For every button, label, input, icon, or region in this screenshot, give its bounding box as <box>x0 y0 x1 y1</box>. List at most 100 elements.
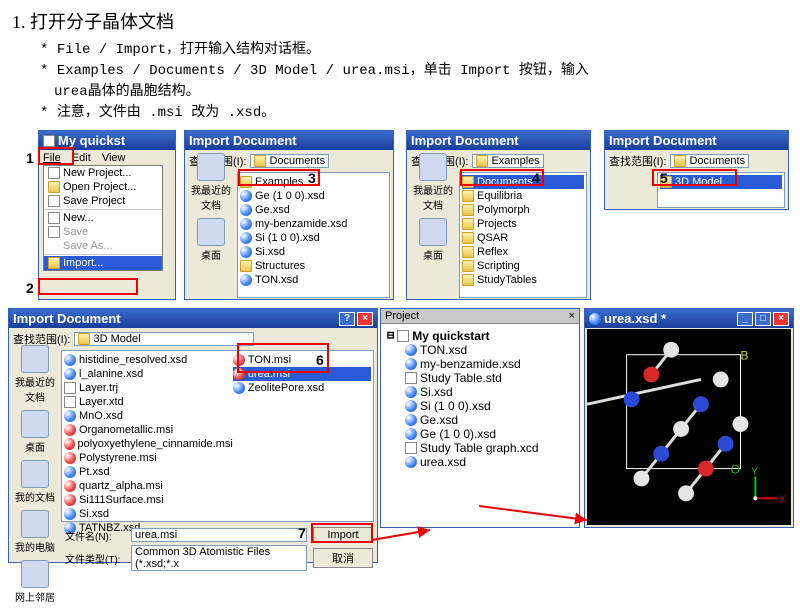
import-dialog-3: Import Document 查找范围(I):Examples 我最近的文档 … <box>406 130 591 300</box>
file-item[interactable]: histidine_resolved.xsd <box>64 353 233 367</box>
file-item[interactable]: MnO.xsd <box>64 409 233 423</box>
axis-b-label: B <box>740 349 748 363</box>
file-item[interactable]: StudyTables <box>462 273 584 287</box>
step-1-label: 1 <box>26 150 34 166</box>
highlight-import-button <box>311 523 373 543</box>
file-item[interactable]: Equilibria <box>462 189 584 203</box>
close-icon[interactable]: × <box>569 310 575 322</box>
file-item[interactable]: polyoxyethylene_cinnamide.msi <box>64 437 233 451</box>
menu-item-open-project[interactable]: Open Project... <box>44 180 162 194</box>
app-icon <box>43 135 55 147</box>
step-4-label: 4 <box>532 170 540 186</box>
file-menu-dropdown: New Project... Open Project... Save Proj… <box>43 165 163 271</box>
filetype-combo[interactable]: Common 3D Atomistic Files (*.xsd;*.x <box>131 545 307 571</box>
maximize-button[interactable]: □ <box>755 312 771 326</box>
file-item[interactable]: ZeolitePore.xsd <box>233 381 371 395</box>
bullet-list: File / Import，打开输入结构对话框。 Examples / Docu… <box>40 40 788 124</box>
recent-icon[interactable] <box>21 345 49 373</box>
tree-item[interactable]: Si.xsd <box>405 385 573 399</box>
tree-item[interactable]: Si (1 0 0).xsd <box>405 399 573 413</box>
look-in-combo[interactable]: 3D Model <box>74 332 254 346</box>
file-item[interactable]: Si.xsd <box>64 507 233 521</box>
menu-item-new[interactable]: New... <box>44 211 162 225</box>
project-tree[interactable]: ⊟My quickstart TON.xsd my-benzamide.xsd … <box>381 324 579 473</box>
tree-item[interactable]: Ge.xsd <box>405 413 573 427</box>
menu-edit[interactable]: Edit <box>72 152 91 164</box>
titlebar: Import Document <box>407 131 590 150</box>
file-item[interactable]: Ge (1 0 0).xsd <box>240 189 387 203</box>
desktop-icon[interactable] <box>21 410 49 438</box>
step-5-label: 5 <box>660 170 668 186</box>
look-in-combo[interactable]: Examples <box>472 154 543 168</box>
file-item[interactable]: Structures <box>240 259 387 273</box>
heading: 1. 打开分子晶体文档 <box>12 8 788 34</box>
help-button[interactable]: ? <box>339 312 355 326</box>
file-item[interactable]: Polystyrene.msi <box>64 451 233 465</box>
titlebar: Import Document <box>185 131 393 150</box>
step-3-label: 3 <box>308 170 316 186</box>
close-button[interactable]: × <box>357 312 373 326</box>
file-item[interactable]: Si (1 0 0).xsd <box>240 231 387 245</box>
cancel-button[interactable]: 取消 <box>313 548 373 568</box>
project-panel: Project × ⊟My quickstart TON.xsd my-benz… <box>380 308 580 528</box>
close-button[interactable]: × <box>773 312 789 326</box>
svg-text:O: O <box>731 463 740 477</box>
file-item[interactable]: Ge.xsd <box>240 203 387 217</box>
file-item[interactable]: l_alanine.xsd <box>64 367 233 381</box>
project-title: Project <box>385 310 419 322</box>
tree-item[interactable]: my-benzamide.xsd <box>405 357 573 371</box>
file-list[interactable]: Examples Ge (1 0 0).xsd Ge.xsd my-benzam… <box>237 172 390 298</box>
file-item[interactable]: Polymorph <box>462 203 584 217</box>
file-item[interactable]: Organometallic.msi <box>64 423 233 437</box>
highlight-import <box>38 278 138 295</box>
recent-icon[interactable] <box>197 153 225 181</box>
tree-item[interactable]: Ge (1 0 0).xsd <box>405 427 573 441</box>
file-item[interactable]: Pt.xsd <box>64 465 233 479</box>
file-item[interactable]: Si111Surface.msi <box>64 493 233 507</box>
minimize-button[interactable]: _ <box>737 312 753 326</box>
look-in-combo[interactable]: Documents <box>670 154 749 168</box>
bullet: File / Import，打开输入结构对话框。 <box>40 40 788 61</box>
look-in-combo[interactable]: Documents <box>250 154 329 168</box>
file-list[interactable]: Documents Equilibria Polymorph Projects … <box>459 172 587 298</box>
mydocs-icon[interactable] <box>21 460 49 488</box>
tree-item[interactable]: Study Table.std <box>405 371 573 385</box>
file-item[interactable]: Layer.trj <box>64 381 233 395</box>
net-icon[interactable] <box>21 560 49 588</box>
file-item[interactable]: TON.xsd <box>240 273 387 287</box>
mycomp-icon[interactable] <box>21 510 49 538</box>
arrow-1 <box>370 528 440 561</box>
tree-item[interactable]: TON.xsd <box>405 343 573 357</box>
import-dialog-2: Import Document 查找范围(I): Documents 我最近的文… <box>184 130 394 300</box>
tree-item[interactable]: Study Table graph.xcd <box>405 441 573 455</box>
filename-label: 文件名(N): <box>65 528 125 543</box>
file-item[interactable]: Projects <box>462 217 584 231</box>
menu-view[interactable]: View <box>102 152 126 164</box>
tree-item-urea[interactable]: urea.xsd <box>405 455 573 469</box>
file-item[interactable]: my-benzamide.xsd <box>240 217 387 231</box>
recent-icon[interactable] <box>419 153 447 181</box>
menu-item-save: Save <box>44 225 162 239</box>
file-item[interactable]: quartz_alpha.msi <box>64 479 233 493</box>
3d-viewport[interactable]: B X Y O <box>587 329 791 525</box>
desktop-icon[interactable] <box>197 218 225 246</box>
arrow-2 <box>477 500 597 543</box>
menu-item-save-project[interactable]: Save Project <box>44 194 162 208</box>
step-7-label: 7 <box>298 525 306 541</box>
file-item[interactable]: Reflex <box>462 245 584 259</box>
places-bar: 我最近的文档 桌面 <box>188 153 234 268</box>
file-item[interactable]: Layer.xtd <box>64 395 233 409</box>
desktop-icon[interactable] <box>419 218 447 246</box>
viewer-titlebar: urea.xsd * _ □ × <box>585 309 793 328</box>
step-6-label: 6 <box>316 352 324 368</box>
file-item[interactable]: Scripting <box>462 259 584 273</box>
file-item[interactable]: QSAR <box>462 231 584 245</box>
menu-item-save-as: Save As... <box>44 239 162 253</box>
file-list[interactable]: histidine_resolved.xsd l_alanine.xsd Lay… <box>61 350 374 522</box>
bullet: 注意，文件由 .msi 改为 .xsd。 <box>40 103 788 124</box>
titlebar: Import Document ? × <box>9 309 377 328</box>
menu-item-import[interactable]: Import... <box>44 256 162 270</box>
filename-input[interactable]: urea.msi <box>131 528 307 542</box>
file-item[interactable]: Si.xsd <box>240 245 387 259</box>
menu-item-new-project[interactable]: New Project... <box>44 166 162 180</box>
